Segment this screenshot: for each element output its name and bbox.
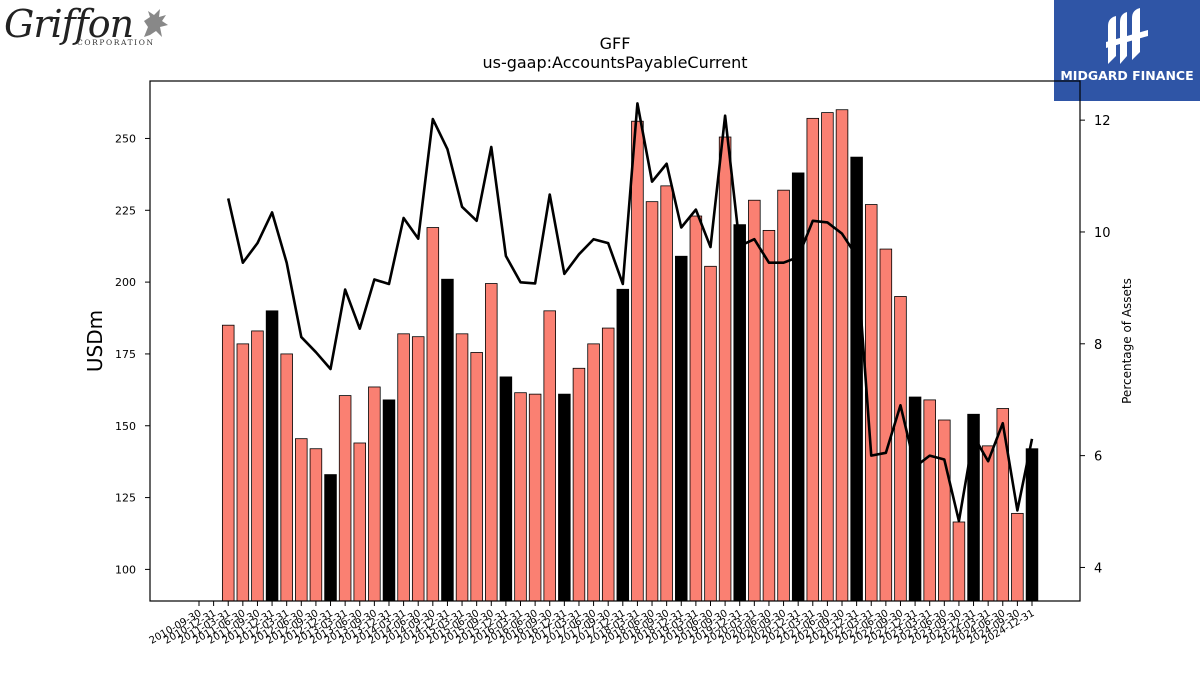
- plot-frame: [149, 80, 1081, 602]
- bar: [382, 399, 396, 602]
- chart-title: GFF: [600, 34, 631, 53]
- bar: [718, 136, 732, 602]
- griffon-logo-wordmark: Griffon: [4, 2, 134, 46]
- y2-tick-label: 8: [1094, 338, 1102, 353]
- midgard-logo-mark-icon: [1106, 8, 1148, 64]
- bar: [850, 156, 863, 602]
- bar: [411, 336, 425, 602]
- midgard-finance-logo: MIDGARD FINANCE: [1054, 0, 1200, 101]
- bar: [441, 278, 454, 602]
- bar: [309, 448, 323, 602]
- bar: [265, 310, 279, 602]
- y-tick-label: 150: [115, 420, 136, 433]
- y2-tick-label: 12: [1094, 114, 1111, 129]
- y2-tick-label: 4: [1094, 561, 1102, 576]
- bar: [660, 185, 673, 602]
- y-axis-right: 4 6 8 10 12: [1080, 114, 1111, 576]
- bar: [616, 288, 630, 602]
- y-tick-label: 250: [115, 132, 136, 145]
- bar: [689, 215, 703, 602]
- bar: [981, 445, 995, 602]
- bar: [572, 367, 586, 602]
- bar: [455, 333, 469, 602]
- bar: [514, 392, 527, 602]
- bar: [543, 310, 556, 602]
- bar: [426, 227, 440, 602]
- bar: [631, 120, 644, 602]
- bar: [791, 172, 805, 602]
- x-axis: 2010-09-302010-12-312011-03-312011-06-30…: [148, 601, 1037, 647]
- y2-tick-label: 6: [1094, 450, 1102, 465]
- griffin-icon: [144, 9, 168, 37]
- bar: [923, 399, 936, 602]
- bar: [221, 324, 235, 602]
- bar: [908, 396, 922, 602]
- bar: [879, 248, 893, 602]
- griffon-logo: Griffon CORPORATION: [4, 2, 174, 50]
- bar: [558, 393, 571, 602]
- bar: [338, 395, 352, 602]
- bar: [236, 343, 250, 602]
- bar: [368, 386, 381, 602]
- bar: [295, 438, 308, 602]
- bar: [528, 393, 542, 602]
- bar: [280, 353, 293, 602]
- bar: [470, 352, 483, 602]
- bar: [251, 330, 264, 602]
- y-tick-label: 125: [115, 492, 136, 505]
- y-tick-label: 175: [115, 348, 136, 361]
- bar: [762, 229, 776, 602]
- bar: [733, 224, 746, 602]
- bars-layer: [221, 109, 1039, 602]
- bar: [938, 419, 951, 602]
- bar: [748, 199, 761, 602]
- bar: [821, 112, 834, 602]
- bar: [353, 442, 367, 602]
- bar: [1025, 448, 1039, 602]
- bar: [675, 255, 688, 602]
- y2-tick-label: 10: [1094, 226, 1111, 241]
- bar: [601, 327, 615, 602]
- line-layer: [226, 102, 1034, 523]
- chart-subtitle: us-gaap:AccountsPayableCurrent: [482, 53, 747, 72]
- bar: [645, 201, 659, 602]
- bar: [704, 265, 717, 602]
- bar: [324, 474, 337, 602]
- bar: [894, 296, 907, 602]
- y-tick-label: 225: [115, 204, 136, 217]
- bar: [499, 376, 513, 602]
- y-tick-label: 100: [115, 563, 136, 576]
- bar: [952, 521, 966, 602]
- bar: [1011, 512, 1024, 602]
- bar: [777, 189, 790, 602]
- bar: [485, 283, 498, 602]
- griffon-logo-subtitle: CORPORATION: [77, 38, 155, 47]
- y-axis-label: USDm: [83, 310, 107, 372]
- bar: [397, 333, 410, 602]
- y-axis-left: 100 125 150 175 200 225 250: [115, 132, 150, 576]
- bar: [587, 343, 600, 602]
- y-tick-label: 200: [115, 276, 136, 289]
- series-line: [226, 102, 1034, 523]
- y2-axis-label: Percentage of Assets: [1120, 278, 1134, 404]
- bar: [806, 117, 820, 602]
- midgard-logo-text: MIDGARD FINANCE: [1060, 68, 1194, 83]
- bar: [835, 109, 849, 602]
